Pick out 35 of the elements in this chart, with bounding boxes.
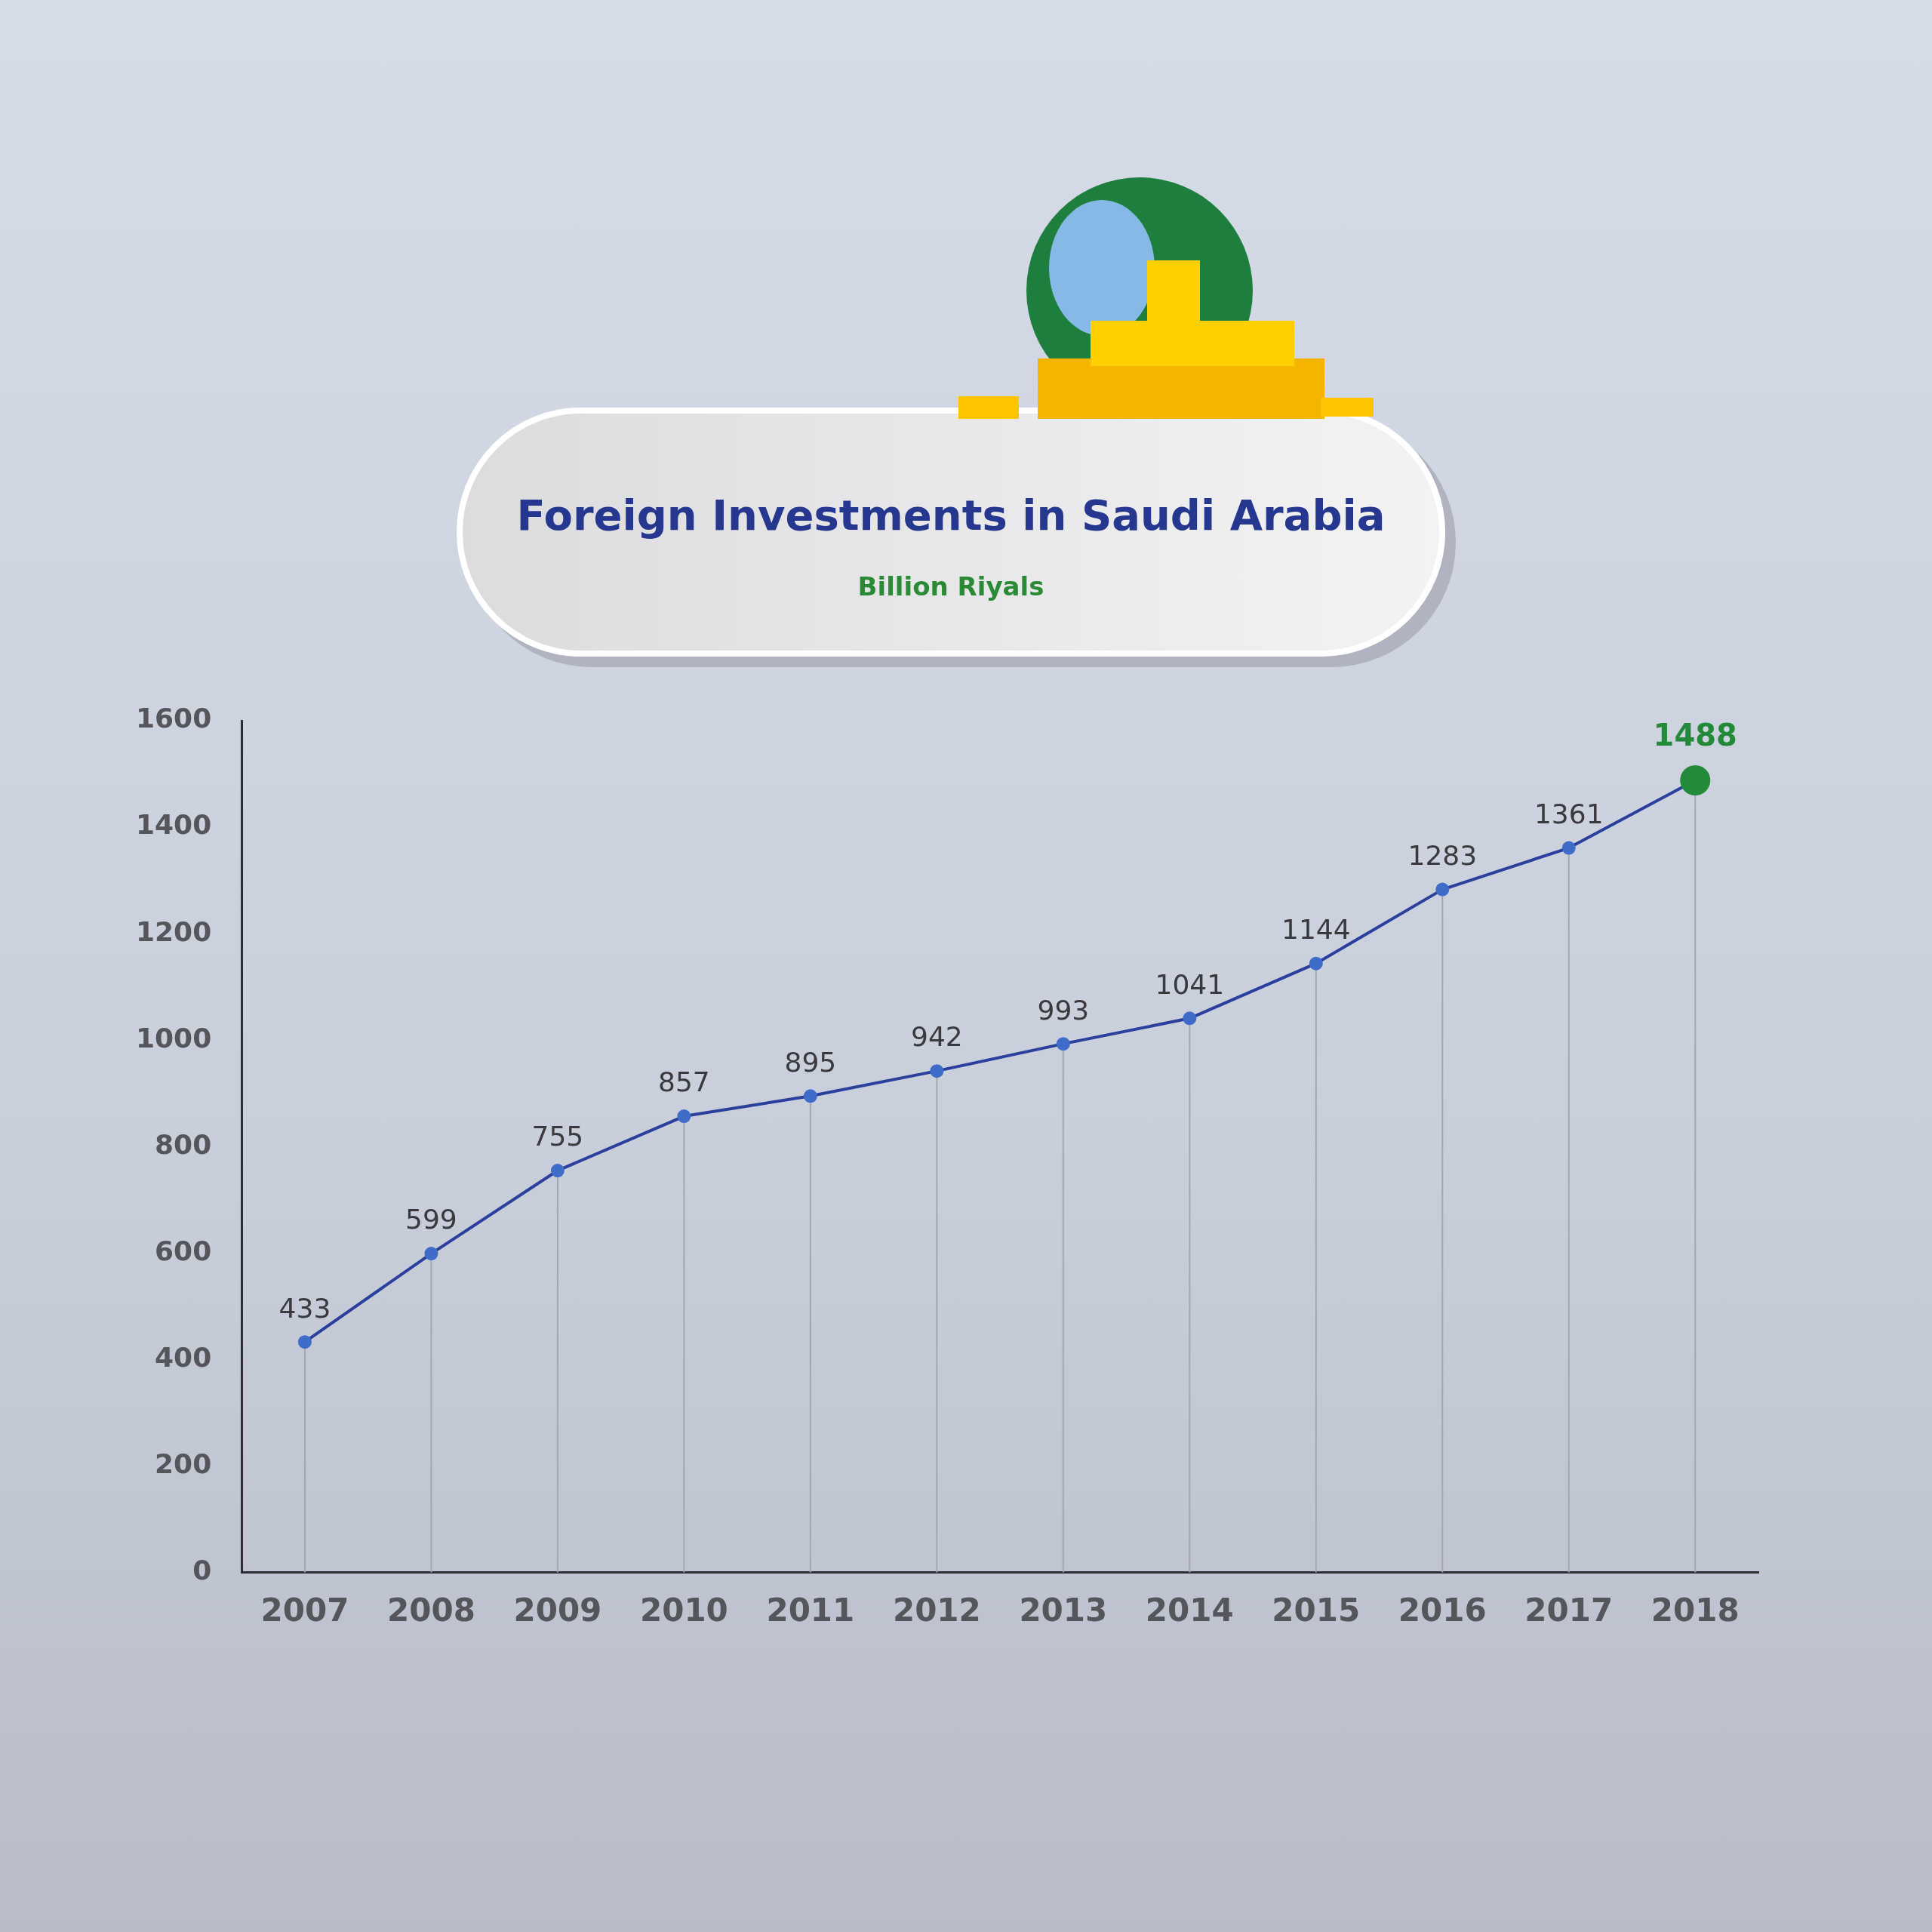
data-label: 433 [278,1292,331,1324]
chart-title: Foreign Investments in Saudi Arabia [515,491,1386,540]
x-tick-label: 2018 [1651,1591,1740,1629]
data-label: 993 [1037,994,1090,1026]
x-tick-label: 2011 [766,1591,855,1629]
data-label: 1144 [1281,914,1351,946]
data-label: 1283 [1407,839,1478,871]
data-label: 1041 [1155,968,1225,1000]
x-tick-label: 2015 [1272,1591,1361,1629]
y-tick-label: 400 [155,1341,212,1373]
y-tick-label: 1200 [135,915,212,947]
x-tick-label: 2008 [386,1591,475,1629]
x-tick-label: 2013 [1019,1591,1108,1629]
y-tick-label: 800 [155,1128,212,1160]
data-label: 1488 [1653,718,1737,753]
data-label: 857 [658,1066,710,1098]
x-tick-label: 2009 [513,1591,602,1629]
y-tick-label: 200 [155,1447,212,1479]
y-tick-label: 1600 [135,703,212,734]
y-tick-label: 600 [155,1235,212,1266]
y-tick-label: 1000 [135,1022,212,1054]
x-tick-label: 2016 [1398,1591,1487,1629]
data-label: 755 [531,1121,584,1152]
x-tick-label: 2017 [1524,1591,1614,1629]
data-label: 895 [784,1046,837,1078]
x-tick-label: 2014 [1145,1591,1234,1629]
y-tick-label: 1400 [135,809,212,841]
data-label: 942 [911,1021,963,1053]
x-tick-label: 2010 [639,1591,728,1629]
x-tick-label: 2012 [892,1591,981,1629]
x-tick-label: 2007 [260,1591,349,1629]
y-tick-label: 0 [192,1554,212,1586]
chart-subtitle: Billion Riyals [857,571,1045,601]
data-label: 1361 [1534,798,1604,829]
data-label: 599 [405,1204,457,1235]
